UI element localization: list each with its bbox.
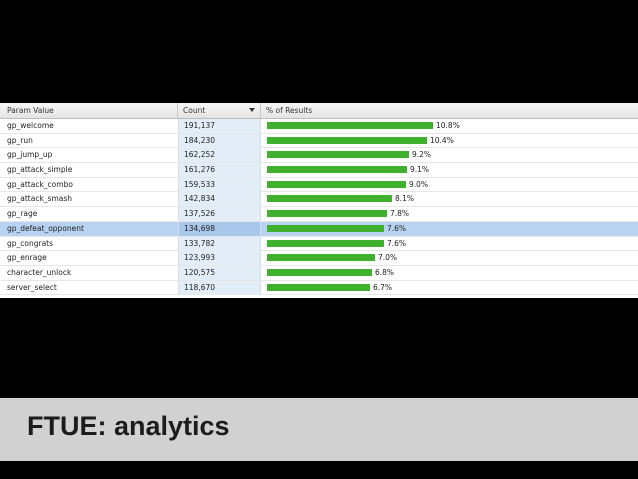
percent-label: 7.8% (390, 209, 410, 219)
param-value-cell: gp_congrats (7, 238, 54, 248)
count-cell: 162,252 (178, 148, 261, 163)
count-cell: 118,670 (178, 280, 261, 295)
count-cell: 134,698 (178, 221, 261, 236)
param-value-cell: gp_jump_up (7, 150, 53, 160)
table-row[interactable]: gp_attack_combo 159,533 9.0% (0, 177, 638, 193)
percent-label: 7.6% (387, 238, 407, 248)
count-cell: 191,137 (178, 119, 261, 133)
param-value-cell: gp_rage (7, 209, 38, 219)
percent-cell: 8.1% (261, 192, 638, 206)
param-value-cell: gp_attack_smash (7, 194, 73, 204)
percent-bar (267, 268, 372, 276)
count-cell: 161,276 (178, 163, 261, 178)
percent-bar (267, 166, 407, 174)
analytics-table: Param Value Count % of Results gp_welcom… (0, 103, 638, 298)
percent-cell: 7.8% (261, 207, 638, 221)
percent-label: 7.0% (378, 253, 398, 263)
percent-cell: 9.2% (261, 148, 638, 162)
column-header-count-label: Count (183, 106, 206, 115)
param-value-cell: gp_enrage (7, 253, 47, 263)
table-row[interactable]: gp_defeat_opponent 134,698 7.6% (0, 221, 638, 237)
param-value-cell: gp_defeat_opponent (7, 223, 84, 233)
percent-bar (267, 136, 427, 144)
param-value-cell: gp_run (7, 135, 33, 145)
table-row[interactable]: gp_attack_simple 161,276 9.1% (0, 163, 638, 178)
table-row[interactable]: gp_jump_up 162,252 9.2% (0, 148, 638, 164)
percent-label: 10.8% (436, 121, 460, 130)
param-value-cell: gp_attack_combo (7, 179, 73, 189)
count-cell: 137,526 (178, 207, 261, 222)
percent-label: 8.1% (395, 194, 415, 204)
percent-bar (267, 122, 433, 129)
table-row[interactable]: gp_enrage 123,993 7.0% (0, 251, 638, 266)
table-row[interactable]: server_select 118,670 6.7% (0, 280, 638, 296)
percent-cell: 6.8% (261, 266, 638, 280)
percent-label: 10.4% (430, 135, 454, 145)
table-row[interactable]: gp_congrats 133,782 7.6% (0, 236, 638, 252)
sort-descending-icon[interactable] (249, 108, 255, 112)
percent-cell: 7.6% (261, 237, 638, 251)
column-header-count[interactable]: Count (178, 103, 261, 118)
percent-cell: 7.0% (261, 251, 638, 265)
percent-cell: 9.0% (261, 178, 638, 192)
count-cell: 133,782 (178, 236, 261, 251)
percent-bar (267, 210, 387, 218)
count-cell: 159,533 (178, 177, 261, 192)
table-row[interactable]: character_unlock 120,575 6.8% (0, 265, 638, 281)
percent-label: 7.6% (387, 223, 407, 233)
percent-bar (267, 283, 370, 291)
percent-label: 9.1% (410, 165, 430, 175)
percent-label: 6.8% (375, 267, 395, 277)
table-row[interactable]: gp_welcome 191,137 10.8% (0, 119, 638, 134)
table-row[interactable]: gp_rage 137,526 7.8% (0, 207, 638, 222)
param-value-cell: character_unlock (7, 267, 72, 277)
percent-label: 9.2% (412, 150, 432, 160)
percent-cell: 10.4% (261, 134, 638, 148)
percent-cell: 10.8% (261, 119, 638, 133)
percent-cell: 7.6% (261, 222, 638, 236)
percent-bar (267, 180, 406, 188)
percent-label: 6.7% (373, 282, 393, 292)
percent-bar (267, 151, 409, 159)
table-row[interactable]: gp_run 184,230 10.4% (0, 133, 638, 149)
percent-cell: 6.7% (261, 281, 638, 295)
param-value-cell: gp_attack_simple (7, 165, 73, 175)
slide-footer: FTUE: analytics (0, 398, 638, 461)
count-cell: 184,230 (178, 133, 261, 148)
column-header-percent-results[interactable]: % of Results (266, 106, 313, 115)
param-value-cell: server_select (7, 282, 57, 292)
count-cell: 123,993 (178, 251, 261, 266)
table-row[interactable]: gp_attack_smash 142,834 8.1% (0, 192, 638, 208)
percent-label: 9.0% (409, 179, 429, 189)
percent-bar (267, 239, 384, 247)
count-cell: 120,575 (178, 265, 261, 280)
percent-bar (267, 224, 384, 232)
percent-cell: 9.1% (261, 163, 638, 177)
slide-title: FTUE: analytics (27, 411, 230, 441)
param-value-cell: gp_welcome (7, 121, 54, 130)
column-header-param-value[interactable]: Param Value (2, 103, 178, 118)
percent-bar (267, 254, 375, 262)
table-body: gp_welcome 191,137 10.8% gp_run 184,230 10.4%… (0, 119, 638, 296)
count-cell: 142,834 (178, 192, 261, 207)
table-header: Param Value Count % of Results (0, 103, 638, 119)
percent-bar (267, 195, 392, 203)
